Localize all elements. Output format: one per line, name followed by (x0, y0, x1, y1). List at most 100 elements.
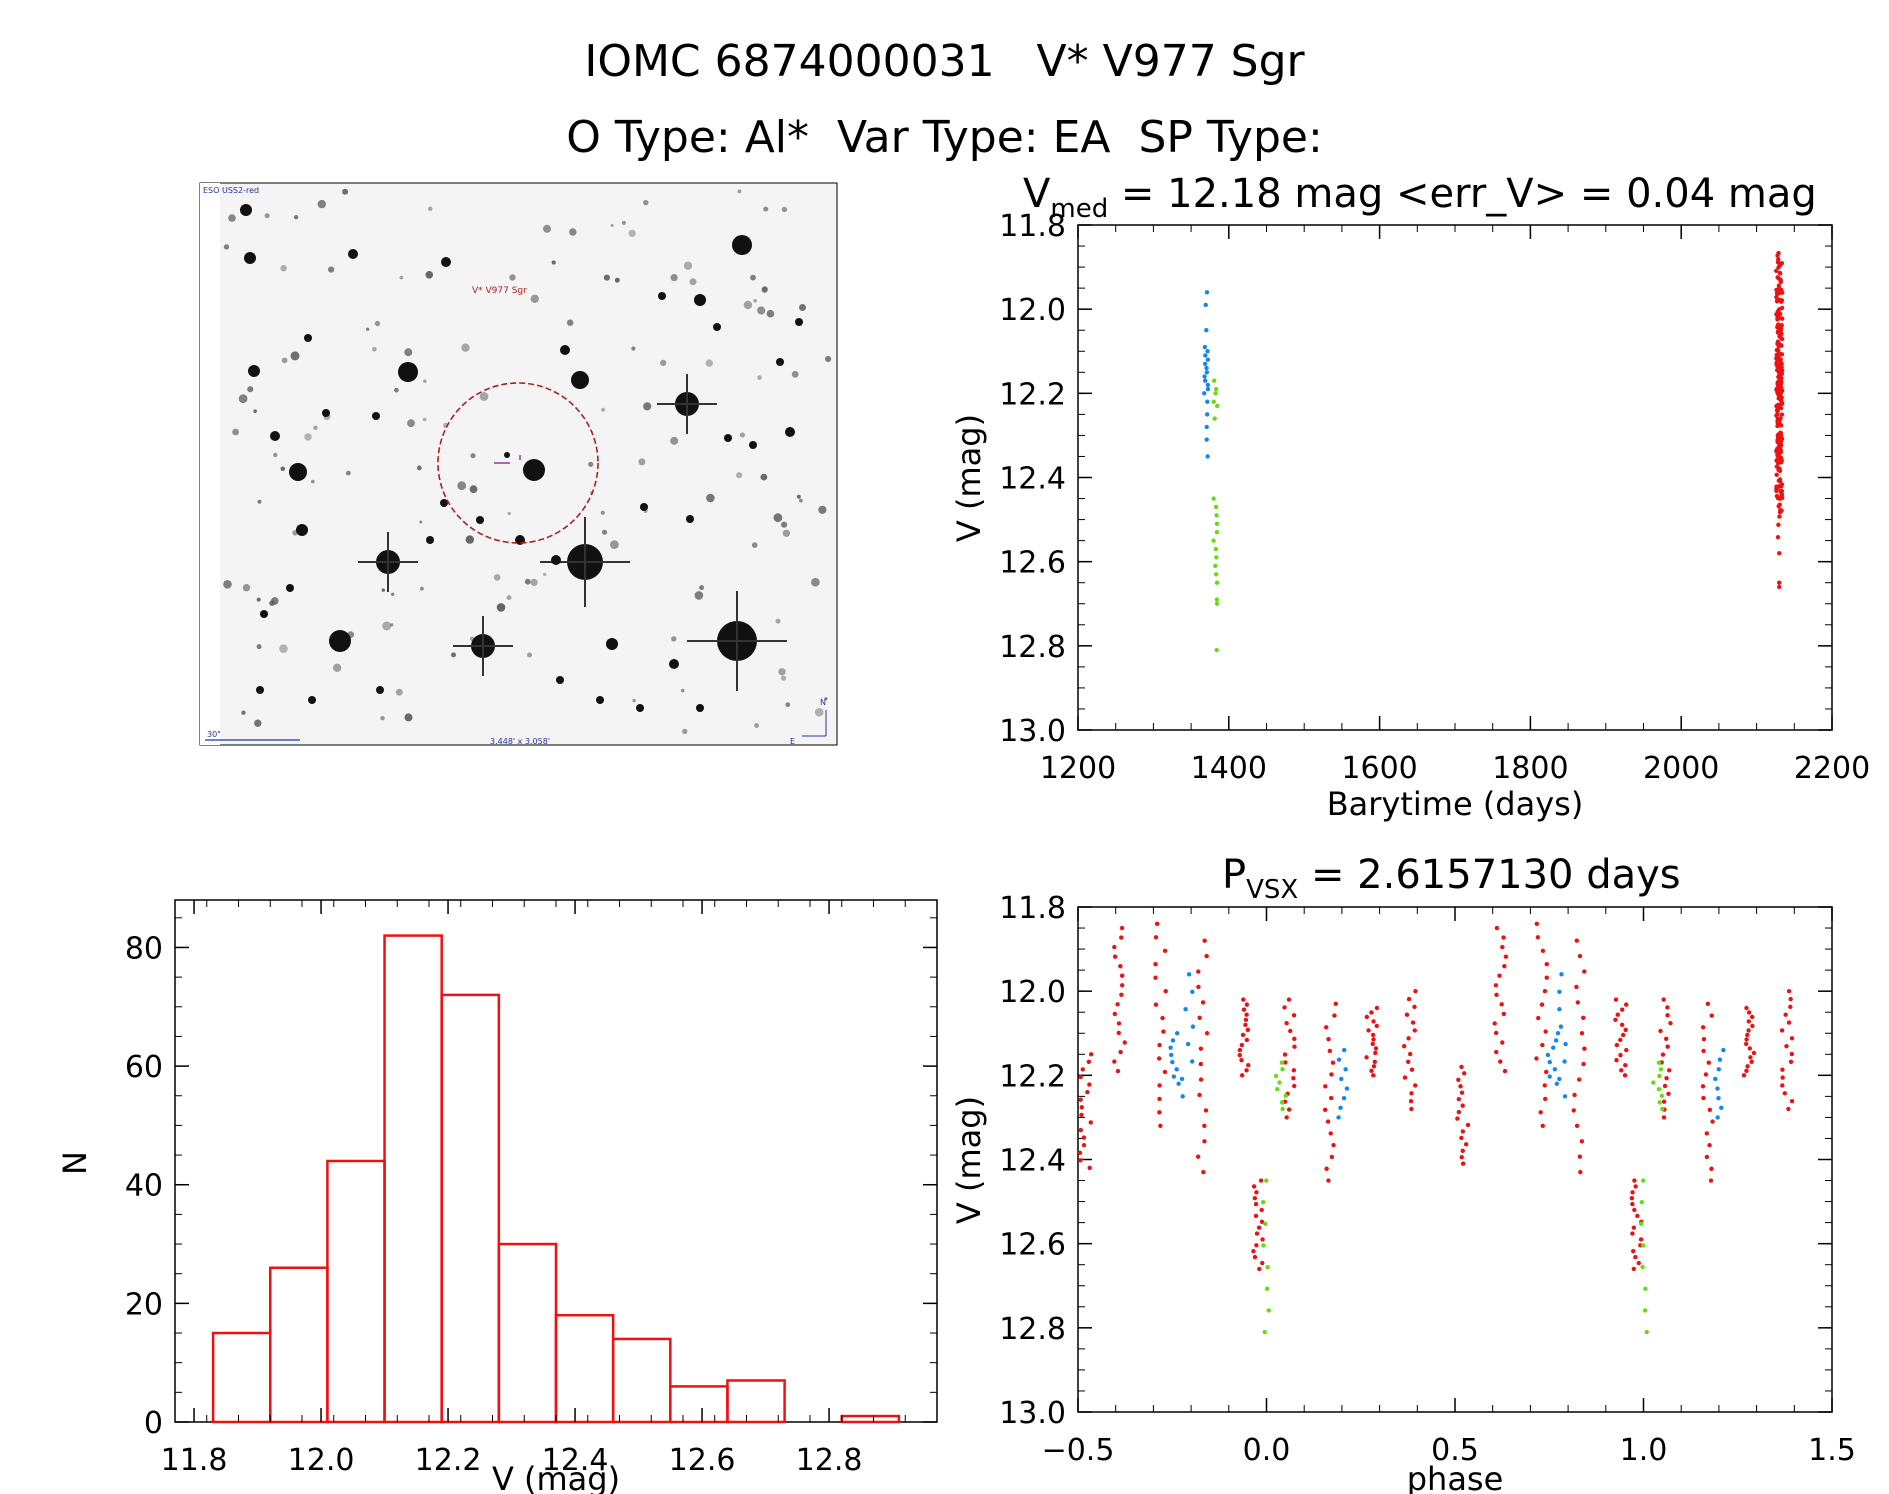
figure-title-line1: IOMC 6874000031 V* V977 Sgr (584, 36, 1305, 87)
phased-point (1666, 1091, 1671, 1097)
phased-point (1286, 1107, 1292, 1112)
phased-point (1555, 1031, 1561, 1036)
phased-point (1328, 1095, 1334, 1101)
finder-star (778, 668, 786, 676)
lightcurve-point (1204, 328, 1209, 333)
phased-point (1746, 1019, 1752, 1024)
finder-star (825, 355, 832, 363)
finder-star (382, 621, 392, 631)
phased-point (1579, 1139, 1585, 1144)
phased-point (1112, 944, 1117, 950)
lightcurve-points (1202, 250, 1785, 653)
phased-point (1364, 1055, 1369, 1060)
lightcurve-point (1202, 344, 1208, 350)
finder-star (610, 223, 614, 227)
phased-point (1502, 963, 1507, 969)
finder-star (493, 574, 501, 581)
phased-point (1632, 1207, 1637, 1213)
phased-point (1406, 1036, 1411, 1041)
phased-point (1630, 1201, 1635, 1207)
phased-point (1499, 1002, 1504, 1007)
phased-point (1744, 1005, 1749, 1011)
phased-point (1331, 1142, 1336, 1148)
phased-point (1780, 1083, 1785, 1088)
phased-point (1406, 1059, 1411, 1065)
phased-point (1190, 989, 1195, 994)
finder-star (440, 499, 448, 507)
phased-point (1245, 1027, 1251, 1033)
phased-point (1371, 1037, 1376, 1042)
phased-point (1623, 1063, 1628, 1068)
lightcurve-point (1777, 514, 1782, 519)
phased-point (1786, 1020, 1792, 1025)
finder-star (280, 265, 287, 272)
lightcurve-point (1775, 420, 1780, 425)
phased-point (1494, 1049, 1499, 1055)
finder-star (399, 275, 404, 280)
phased-point (1265, 1264, 1270, 1270)
finder-star (240, 204, 252, 216)
phased-point (1535, 935, 1541, 940)
finder-star (524, 578, 531, 585)
finder-star (289, 463, 307, 481)
finder-star (228, 214, 236, 222)
lightcurve-point (1776, 286, 1782, 291)
finder-star (766, 309, 775, 318)
finder-star (416, 465, 422, 471)
phased-point (1333, 1001, 1338, 1006)
finder-star (254, 719, 262, 727)
lightcurve-point (1774, 294, 1779, 300)
finder-star (601, 407, 606, 412)
y-tick-label: 12.8 (999, 630, 1066, 665)
phased-point (1613, 997, 1619, 1002)
x-tick-label: 12.2 (415, 1443, 482, 1478)
phased-point (1636, 1260, 1641, 1266)
phased-point (1284, 1020, 1289, 1026)
phased-point (1719, 1105, 1724, 1110)
phased-point (1204, 1031, 1210, 1036)
finder-star (507, 511, 511, 516)
finder-star (372, 347, 377, 352)
finder-star (308, 696, 316, 704)
phased-point (1574, 938, 1580, 943)
phased-point (1544, 962, 1549, 967)
lightcurve-point (1776, 466, 1782, 471)
phased-point (1640, 1178, 1646, 1183)
phased-point (1374, 1023, 1380, 1029)
finder-star (686, 515, 694, 523)
finder-star (253, 409, 257, 414)
phased-point (1501, 1011, 1507, 1017)
phased-point (1534, 921, 1540, 927)
phased-point (1252, 1254, 1258, 1260)
phased-point (1112, 1011, 1118, 1017)
lightcurve-point (1776, 522, 1781, 528)
phased-point (1622, 1073, 1628, 1078)
finder-star (628, 229, 636, 237)
phased-point (1115, 1002, 1120, 1007)
finder-star (762, 286, 768, 293)
y-tick-label: 12.2 (999, 1059, 1066, 1094)
phased-point (1407, 1051, 1413, 1057)
phased-point (1706, 1060, 1711, 1065)
phased-point (1707, 1142, 1712, 1148)
y-tick-label: 12.6 (999, 1228, 1066, 1263)
phased-point (1749, 1014, 1755, 1020)
phased-point (1078, 1097, 1083, 1102)
phased-point (1789, 1051, 1794, 1057)
phased-point (1292, 1036, 1297, 1042)
finder-star (811, 577, 820, 587)
phased-point (1163, 988, 1168, 994)
finder-star (304, 433, 312, 441)
lightcurve-point (1777, 580, 1782, 585)
phased-point (1264, 1286, 1270, 1291)
lightcurve-point (1777, 584, 1782, 590)
finder-star (328, 266, 335, 273)
phased-point (1456, 1109, 1462, 1115)
finder-star (422, 417, 427, 422)
finder-star (632, 698, 636, 703)
phased-point (1240, 1032, 1246, 1038)
finder-star (694, 294, 706, 306)
finder-star (296, 524, 308, 536)
phased-point (1185, 1041, 1191, 1047)
phased-point (1707, 1107, 1713, 1113)
